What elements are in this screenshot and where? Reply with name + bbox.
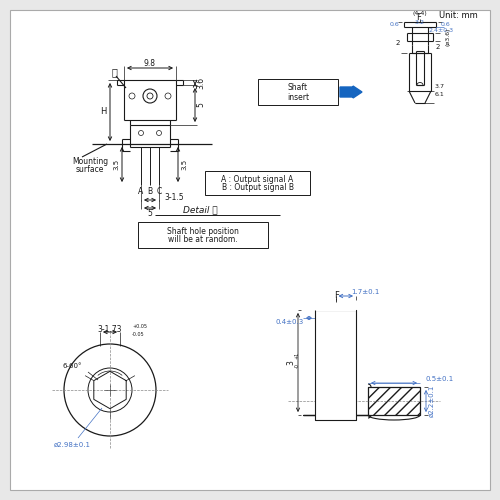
Text: ø2.98±0.1: ø2.98±0.1 bbox=[54, 442, 91, 448]
Text: 0.6: 0.6 bbox=[441, 22, 451, 27]
Text: B: B bbox=[148, 186, 152, 196]
Text: Ⓔ: Ⓔ bbox=[111, 67, 117, 77]
Text: +1: +1 bbox=[294, 352, 300, 359]
Text: (ø3.6): (ø3.6) bbox=[446, 28, 450, 46]
Polygon shape bbox=[10, 10, 490, 490]
Text: 5: 5 bbox=[148, 208, 152, 218]
Text: 1.7±0.1: 1.7±0.1 bbox=[352, 289, 380, 295]
Text: ø2.2±0.1: ø2.2±0.1 bbox=[429, 385, 435, 417]
Text: A: A bbox=[138, 186, 143, 196]
Text: C: C bbox=[156, 186, 162, 196]
Text: will be at random.: will be at random. bbox=[168, 236, 238, 244]
Text: 0.5±0.1: 0.5±0.1 bbox=[426, 376, 454, 382]
Text: -0: -0 bbox=[294, 363, 300, 368]
Text: 3.6: 3.6 bbox=[196, 76, 205, 88]
Text: A : Output signal A: A : Output signal A bbox=[222, 174, 294, 184]
Text: 3-1.73: 3-1.73 bbox=[98, 326, 122, 334]
Text: Mounting: Mounting bbox=[72, 158, 108, 166]
Text: 5: 5 bbox=[196, 102, 205, 108]
Text: 3: 3 bbox=[286, 360, 296, 365]
Text: 9.8: 9.8 bbox=[144, 58, 156, 68]
Text: Unit: mm: Unit: mm bbox=[440, 12, 478, 20]
Text: 2: 2 bbox=[396, 40, 400, 46]
Text: 6-60°: 6-60° bbox=[62, 363, 82, 369]
Text: 3.5: 3.5 bbox=[113, 159, 119, 170]
Text: 2.4±0.3: 2.4±0.3 bbox=[429, 28, 454, 34]
Text: +0.05: +0.05 bbox=[132, 324, 147, 328]
Text: (4.4): (4.4) bbox=[412, 12, 428, 16]
Text: surface: surface bbox=[76, 166, 104, 174]
Polygon shape bbox=[303, 387, 420, 415]
FancyArrow shape bbox=[340, 86, 362, 98]
Text: 3.5: 3.5 bbox=[181, 159, 187, 170]
Text: 3.2: 3.2 bbox=[415, 20, 425, 25]
Text: B : Output signal B: B : Output signal B bbox=[222, 184, 294, 192]
Text: 3.7: 3.7 bbox=[435, 84, 445, 89]
Text: Detail Ⓔ: Detail Ⓔ bbox=[182, 206, 218, 214]
Text: 0.6: 0.6 bbox=[389, 22, 399, 27]
Text: -0.05: -0.05 bbox=[132, 332, 144, 336]
Text: F: F bbox=[334, 292, 339, 300]
Polygon shape bbox=[315, 310, 356, 420]
Text: 0.4±0.3: 0.4±0.3 bbox=[275, 319, 303, 325]
Text: 6.1: 6.1 bbox=[435, 92, 445, 98]
Text: 3-1.5: 3-1.5 bbox=[164, 192, 184, 202]
Text: Shaft: Shaft bbox=[288, 84, 308, 92]
Text: Shaft hole position: Shaft hole position bbox=[167, 226, 239, 235]
Text: H: H bbox=[100, 108, 106, 116]
Text: 2: 2 bbox=[436, 44, 440, 50]
Text: insert: insert bbox=[287, 92, 309, 102]
Text: F: F bbox=[416, 12, 421, 22]
